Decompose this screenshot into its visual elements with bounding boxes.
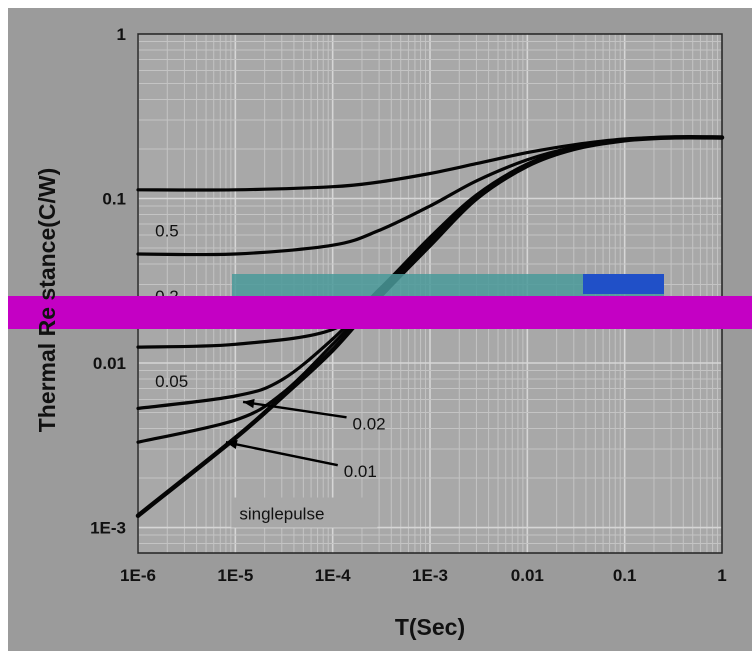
x-tick-label: 1E-5 — [217, 566, 253, 585]
annotation-arrow — [242, 400, 347, 419]
y-axis-label: Thermal Re stance(C/W) — [34, 168, 60, 433]
y-tick-label: 1 — [117, 25, 126, 44]
overlay-band — [8, 296, 752, 329]
y-tick-label: 0.1 — [102, 190, 126, 209]
x-tick-label: 1E-3 — [412, 566, 448, 585]
annotation-label: 0.02 — [353, 414, 386, 433]
annotation-arrowhead — [243, 398, 255, 409]
overlay-strip-teal — [232, 274, 664, 296]
series-line-singlepulse — [135, 135, 725, 518]
x-tick-label: 0.01 — [511, 566, 544, 585]
annotation-label: 0.01 — [344, 462, 377, 481]
annotation-label: 0.05 — [155, 372, 188, 391]
x-tick-label: 1E-4 — [315, 566, 351, 585]
y-tick-label: 0.01 — [93, 354, 126, 373]
annotation-arrowhead — [225, 439, 238, 450]
annotation-arrow — [225, 441, 338, 467]
x-tick-label: 1 — [717, 566, 726, 585]
annotation-label: singlepulse — [239, 505, 324, 524]
x-axis-label: T(Sec) — [395, 614, 465, 640]
x-tick-label: 0.1 — [613, 566, 637, 585]
x-tick-label: 1E-6 — [120, 566, 156, 585]
plot-frame — [137, 33, 723, 554]
y-tick-label: 1E-3 — [90, 519, 126, 538]
overlay-strip-blue — [583, 274, 664, 294]
annotation-label: 0.5 — [155, 221, 179, 240]
annotation-box — [231, 497, 378, 528]
